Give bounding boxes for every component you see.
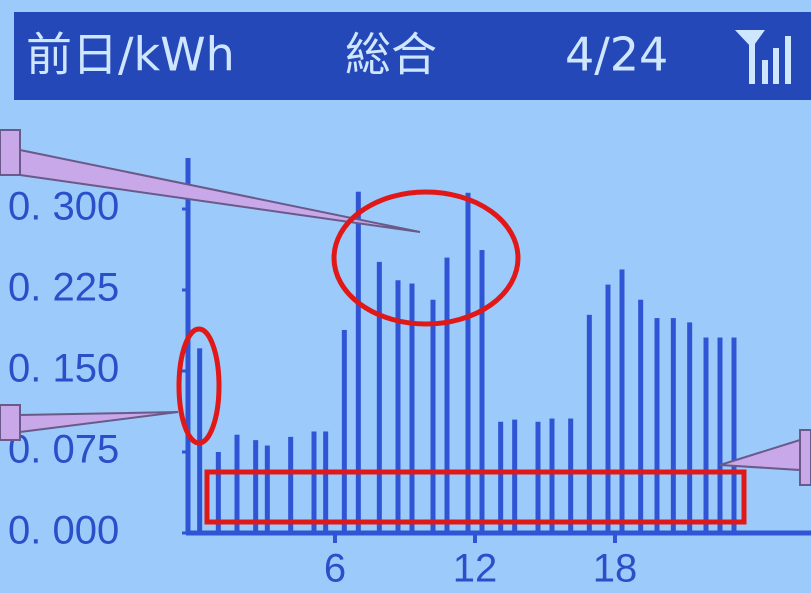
bar: [342, 330, 347, 533]
bar: [718, 338, 723, 533]
bar: [550, 419, 555, 533]
bar: [288, 437, 293, 533]
bar: [704, 338, 709, 533]
bar: [480, 250, 485, 533]
bar: [568, 419, 573, 533]
screen: 前日/kWh 総合 4/24 0. 000 0. 075 0. 150 0. 225 0…: [0, 0, 811, 593]
bar: [732, 338, 737, 533]
header-date: 4/24: [565, 28, 668, 82]
bar: [253, 440, 258, 533]
bar: [671, 318, 676, 533]
bar: [445, 258, 450, 533]
bar: [323, 431, 328, 533]
bar: [536, 422, 541, 533]
bar: [356, 192, 361, 533]
bar: [687, 322, 692, 533]
y-tick-label: 0. 000: [8, 509, 119, 553]
y-tick-label: 0. 150: [8, 347, 119, 391]
bar: [638, 300, 643, 533]
bar: [466, 193, 471, 533]
bar: [498, 422, 503, 533]
bar: [587, 315, 592, 533]
header-mode: 総合: [345, 28, 437, 82]
bar: [512, 420, 517, 533]
bar: [235, 435, 240, 533]
bar: [377, 262, 382, 533]
bar: [431, 300, 436, 533]
y-tick-label: 0. 225: [8, 266, 119, 310]
bar: [655, 318, 660, 533]
bar: [620, 269, 625, 533]
header-title: 前日/kWh: [26, 28, 235, 82]
x-tick-label: 12: [453, 547, 498, 591]
x-tick-label: 18: [593, 547, 638, 591]
x-tick-label: 6: [324, 547, 346, 591]
y-tick-label: 0. 075: [8, 428, 119, 472]
bar: [606, 285, 611, 533]
y-tick-label: 0. 300: [8, 185, 119, 229]
page: {"chart_data": {"type": "bar", "header":…: [0, 0, 811, 593]
bar: [312, 431, 317, 533]
